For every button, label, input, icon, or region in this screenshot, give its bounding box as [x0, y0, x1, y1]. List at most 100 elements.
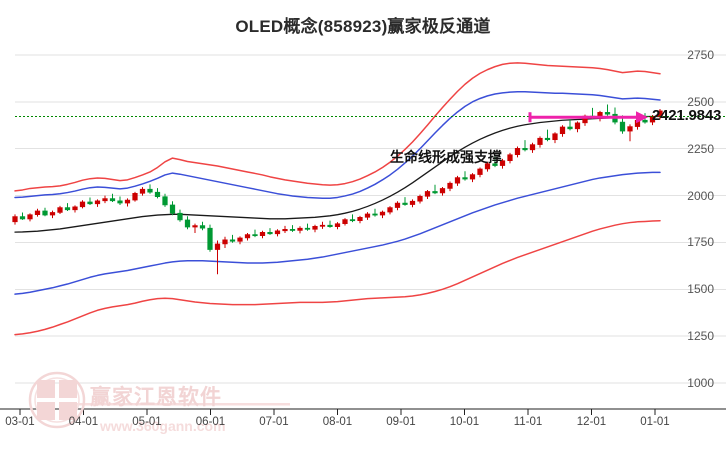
x-axis-tick-label: 04-01: [68, 416, 99, 428]
candle-body: [642, 119, 648, 123]
candle-body: [124, 199, 131, 204]
y-axis-tick-label: 1500: [687, 282, 714, 297]
candle-body: [79, 201, 86, 208]
candle-body: [229, 239, 236, 242]
candle-body: [522, 148, 528, 151]
candle-body: [12, 216, 18, 223]
candle-body: [462, 177, 468, 180]
y-axis-tick-label: 1000: [687, 376, 714, 390]
candle-body: [312, 226, 318, 230]
y-axis-tick-label: 1250: [687, 329, 714, 344]
candle-body: [282, 229, 288, 232]
current-price-label: 2421.9843: [652, 107, 722, 125]
x-axis-tick-label: 05-01: [132, 416, 162, 428]
candle-body: [87, 201, 93, 205]
watermark-url-text: www.360gann.com: [100, 418, 226, 434]
candle-body: [379, 211, 386, 216]
candle-body: [34, 210, 41, 215]
y-axis-tick-label: 2250: [687, 141, 714, 156]
candle-body: [244, 234, 251, 239]
candle-body: [619, 121, 626, 132]
y-axis-tick-label: 2000: [687, 188, 714, 203]
candle-body: [559, 126, 566, 135]
candle-body: [252, 234, 258, 237]
candle-body: [274, 230, 281, 235]
support-arrow: [528, 111, 648, 124]
candle-body: [484, 163, 491, 170]
candle-body: [334, 223, 341, 227]
watermark-layer: [60, 403, 290, 406]
candle-body: [439, 188, 446, 194]
arrow-head: [636, 111, 648, 124]
candle-body: [327, 224, 333, 227]
candle-body: [372, 213, 378, 216]
x-axis-tick-label: 12-01: [576, 416, 607, 428]
candle-body: [507, 154, 513, 162]
candle-body: [499, 160, 506, 166]
candle-body: [237, 237, 243, 242]
x-axis-tick-label: 08-01: [322, 416, 353, 428]
brand-seal-icon: [28, 371, 86, 429]
candle-body: [27, 214, 33, 220]
candle-body: [177, 212, 183, 221]
candle-body: [259, 232, 266, 236]
y-axis-tick-label: 2500: [687, 94, 714, 109]
candle-body: [19, 216, 26, 220]
channel-line-0: [14, 62, 661, 192]
support-annotation-label: 生命线形成强支撑: [390, 149, 502, 165]
candle-body: [364, 213, 371, 218]
candle-body: [184, 219, 191, 228]
candle-body: [342, 219, 348, 224]
candle-body: [402, 202, 408, 205]
candle-body: [199, 225, 206, 229]
x-axis-tick-label: 09-01: [386, 416, 416, 428]
grid-lines: [15, 41, 726, 384]
x-axis-tick-label: 03-01: [5, 416, 35, 428]
candle-body: [267, 232, 273, 235]
channel-line-2: [14, 115, 661, 233]
candle-body: [192, 225, 198, 228]
candle-body: [169, 204, 176, 214]
candle-body: [529, 144, 536, 151]
candle-body: [102, 198, 108, 202]
x-axis-tick-label: 11-01: [513, 416, 543, 428]
channel-band-lines: [14, 62, 661, 336]
x-axis-tick-label: 01-01: [640, 416, 670, 428]
candle-body: [417, 196, 423, 202]
candle-body: [139, 188, 146, 194]
candle-body: [109, 198, 116, 202]
channel-line-1: [14, 90, 661, 199]
candle-body: [49, 212, 56, 216]
candle-body: [132, 193, 138, 201]
axis-lines-and-ticks: [0, 408, 726, 415]
candle-body: [304, 227, 311, 230]
candle-body: [447, 182, 453, 189]
candle-body: [627, 126, 633, 132]
candle-body: [64, 207, 71, 211]
candle-body: [319, 224, 326, 227]
candle-body: [349, 219, 356, 222]
candle-body: [94, 200, 101, 205]
candle-body: [387, 207, 393, 213]
y-axis-tick-label: 1750: [687, 235, 714, 250]
watermark-bar: [60, 403, 290, 406]
watermark-brand-text: 赢家江恩软件: [90, 386, 222, 409]
candle-body: [394, 202, 401, 208]
x-axis-tick-label: 06-01: [195, 416, 226, 428]
candle-body: [574, 122, 581, 130]
x-axis-tick-label: 10-01: [449, 416, 480, 428]
candle-body: [552, 133, 558, 141]
candle-body: [72, 206, 78, 211]
candle-body: [409, 200, 416, 205]
candle-body: [454, 177, 461, 184]
candle-body: [207, 227, 213, 250]
candle-body: [544, 137, 551, 141]
candle-body: [567, 126, 573, 130]
candle-body: [117, 200, 123, 204]
chart-title: OLED概念(858923)赢家极反通道: [235, 17, 491, 36]
candle-body: [357, 217, 363, 221]
candle-body: [222, 239, 228, 245]
candle-body: [604, 112, 611, 115]
